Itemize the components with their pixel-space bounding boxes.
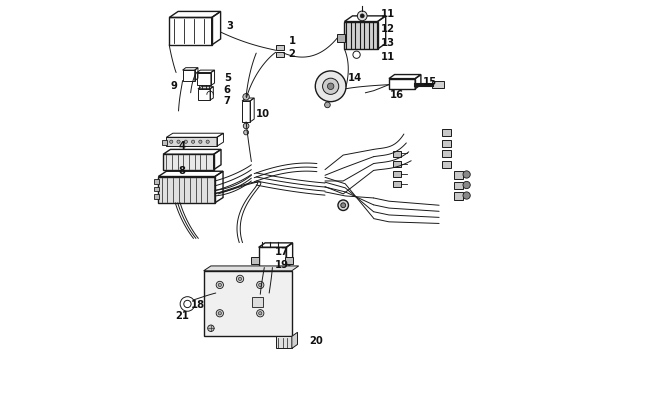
Polygon shape bbox=[163, 155, 214, 170]
Text: 2: 2 bbox=[289, 49, 296, 59]
Circle shape bbox=[192, 141, 195, 144]
Polygon shape bbox=[276, 45, 284, 51]
Circle shape bbox=[244, 131, 248, 136]
Polygon shape bbox=[276, 53, 284, 58]
Circle shape bbox=[324, 103, 330, 109]
Polygon shape bbox=[454, 182, 463, 190]
Circle shape bbox=[237, 275, 244, 283]
Polygon shape bbox=[276, 337, 292, 349]
Text: 4: 4 bbox=[179, 141, 186, 151]
Circle shape bbox=[207, 325, 214, 332]
Text: 17: 17 bbox=[274, 246, 289, 256]
Circle shape bbox=[218, 312, 222, 315]
Circle shape bbox=[170, 141, 173, 144]
Text: 3: 3 bbox=[226, 21, 233, 31]
Circle shape bbox=[259, 284, 262, 287]
Circle shape bbox=[206, 141, 209, 144]
Circle shape bbox=[315, 72, 346, 102]
Polygon shape bbox=[443, 130, 451, 137]
Text: 12: 12 bbox=[381, 24, 395, 34]
Text: 21: 21 bbox=[176, 311, 189, 320]
Polygon shape bbox=[443, 161, 451, 168]
Circle shape bbox=[328, 84, 334, 90]
Polygon shape bbox=[393, 151, 401, 158]
Circle shape bbox=[218, 284, 222, 287]
Text: 18: 18 bbox=[190, 299, 205, 309]
Text: 9: 9 bbox=[170, 81, 177, 90]
Circle shape bbox=[463, 182, 470, 189]
Circle shape bbox=[463, 192, 470, 200]
Polygon shape bbox=[292, 333, 298, 349]
Polygon shape bbox=[393, 171, 401, 178]
Circle shape bbox=[257, 281, 264, 289]
Text: 13: 13 bbox=[381, 38, 395, 48]
Circle shape bbox=[243, 94, 250, 101]
Text: 19: 19 bbox=[274, 259, 289, 269]
Circle shape bbox=[199, 141, 202, 144]
Circle shape bbox=[360, 15, 364, 19]
Circle shape bbox=[257, 310, 264, 317]
Polygon shape bbox=[337, 35, 345, 43]
Polygon shape bbox=[285, 258, 293, 264]
Circle shape bbox=[239, 277, 242, 281]
Polygon shape bbox=[154, 180, 159, 185]
Text: 11: 11 bbox=[381, 52, 395, 62]
Polygon shape bbox=[432, 81, 443, 89]
Circle shape bbox=[338, 200, 348, 211]
Text: 6: 6 bbox=[224, 85, 231, 94]
Circle shape bbox=[216, 281, 224, 289]
Polygon shape bbox=[393, 161, 401, 168]
Circle shape bbox=[322, 79, 339, 95]
Polygon shape bbox=[203, 266, 299, 271]
Polygon shape bbox=[203, 271, 292, 337]
Polygon shape bbox=[154, 187, 159, 192]
Text: 8: 8 bbox=[179, 166, 185, 176]
Circle shape bbox=[243, 124, 249, 130]
Text: 7: 7 bbox=[224, 96, 231, 106]
Text: 11: 11 bbox=[381, 9, 395, 19]
Circle shape bbox=[184, 141, 187, 144]
Text: 5: 5 bbox=[224, 73, 231, 83]
Circle shape bbox=[463, 171, 470, 179]
Polygon shape bbox=[166, 138, 217, 147]
Circle shape bbox=[341, 203, 346, 208]
Polygon shape bbox=[154, 194, 159, 199]
Circle shape bbox=[216, 310, 224, 317]
Text: 14: 14 bbox=[348, 73, 362, 83]
Polygon shape bbox=[252, 297, 263, 307]
Polygon shape bbox=[454, 193, 463, 200]
Polygon shape bbox=[393, 181, 401, 188]
Text: 16: 16 bbox=[390, 90, 404, 99]
Text: 20: 20 bbox=[309, 336, 322, 345]
Circle shape bbox=[259, 312, 262, 315]
Polygon shape bbox=[159, 177, 215, 203]
Polygon shape bbox=[454, 172, 463, 179]
Text: 1: 1 bbox=[289, 36, 296, 46]
Circle shape bbox=[177, 141, 180, 144]
Text: 15: 15 bbox=[423, 77, 437, 87]
Polygon shape bbox=[443, 151, 451, 158]
Polygon shape bbox=[162, 141, 167, 145]
Text: 10: 10 bbox=[256, 109, 270, 119]
Polygon shape bbox=[344, 23, 378, 50]
Polygon shape bbox=[443, 141, 451, 147]
Polygon shape bbox=[252, 258, 259, 264]
Circle shape bbox=[358, 12, 367, 22]
